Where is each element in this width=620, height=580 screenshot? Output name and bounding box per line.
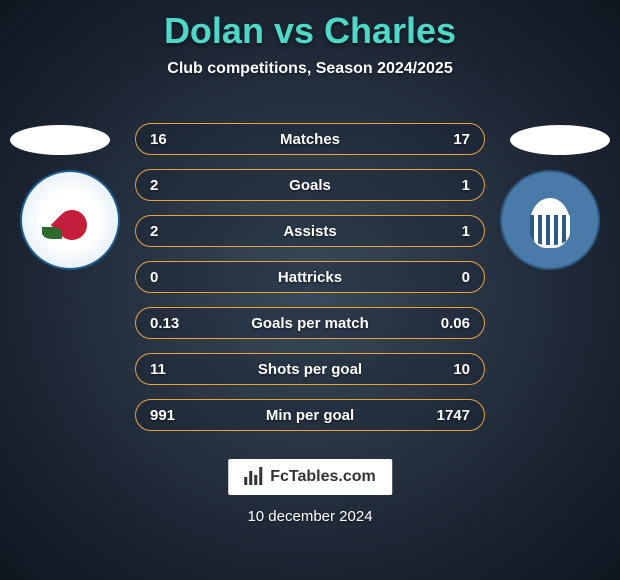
stat-row-matches: 16 Matches 17 — [135, 123, 485, 155]
stats-container: 16 Matches 17 2 Goals 1 2 Assists 1 0 Ha… — [135, 123, 485, 445]
stat-right-value: 0 — [420, 269, 470, 286]
stat-right-value: 10 — [420, 361, 470, 378]
stat-label: Matches — [200, 131, 420, 148]
stat-right-value: 0.06 — [420, 315, 470, 332]
club-badge-left — [20, 170, 120, 270]
stat-row-goals-per-match: 0.13 Goals per match 0.06 — [135, 307, 485, 339]
stat-label: Hattricks — [200, 269, 420, 286]
subtitle: Club competitions, Season 2024/2025 — [0, 60, 620, 78]
stat-label: Goals per match — [200, 315, 420, 332]
stat-row-min-per-goal: 991 Min per goal 1747 — [135, 399, 485, 431]
stat-row-goals: 2 Goals 1 — [135, 169, 485, 201]
page-title: Dolan vs Charles — [0, 0, 620, 52]
stat-left-value: 11 — [150, 361, 200, 378]
stat-right-value: 17 — [420, 131, 470, 148]
footer-logo-text: FcTables.com — [270, 468, 376, 486]
stat-left-value: 2 — [150, 223, 200, 240]
stat-right-value: 1747 — [420, 407, 470, 424]
player-photo-left — [10, 125, 110, 155]
stat-label: Goals — [200, 177, 420, 194]
stat-left-value: 0.13 — [150, 315, 200, 332]
stat-left-value: 0 — [150, 269, 200, 286]
stat-left-value: 16 — [150, 131, 200, 148]
stat-label: Min per goal — [200, 407, 420, 424]
stat-label: Assists — [200, 223, 420, 240]
stat-left-value: 991 — [150, 407, 200, 424]
stat-row-shots-per-goal: 11 Shots per goal 10 — [135, 353, 485, 385]
stat-left-value: 2 — [150, 177, 200, 194]
player-photo-right — [510, 125, 610, 155]
stat-row-hattricks: 0 Hattricks 0 — [135, 261, 485, 293]
stat-right-value: 1 — [420, 223, 470, 240]
club-badge-right — [500, 170, 600, 270]
sheffield-wednesday-badge-icon — [525, 190, 575, 250]
blackburn-badge-icon — [22, 172, 118, 268]
stat-right-value: 1 — [420, 177, 470, 194]
footer-logo[interactable]: FcTables.com — [228, 459, 392, 495]
fctables-chart-icon — [244, 467, 264, 487]
date-text: 10 december 2024 — [247, 508, 372, 525]
stat-row-assists: 2 Assists 1 — [135, 215, 485, 247]
stat-label: Shots per goal — [200, 361, 420, 378]
